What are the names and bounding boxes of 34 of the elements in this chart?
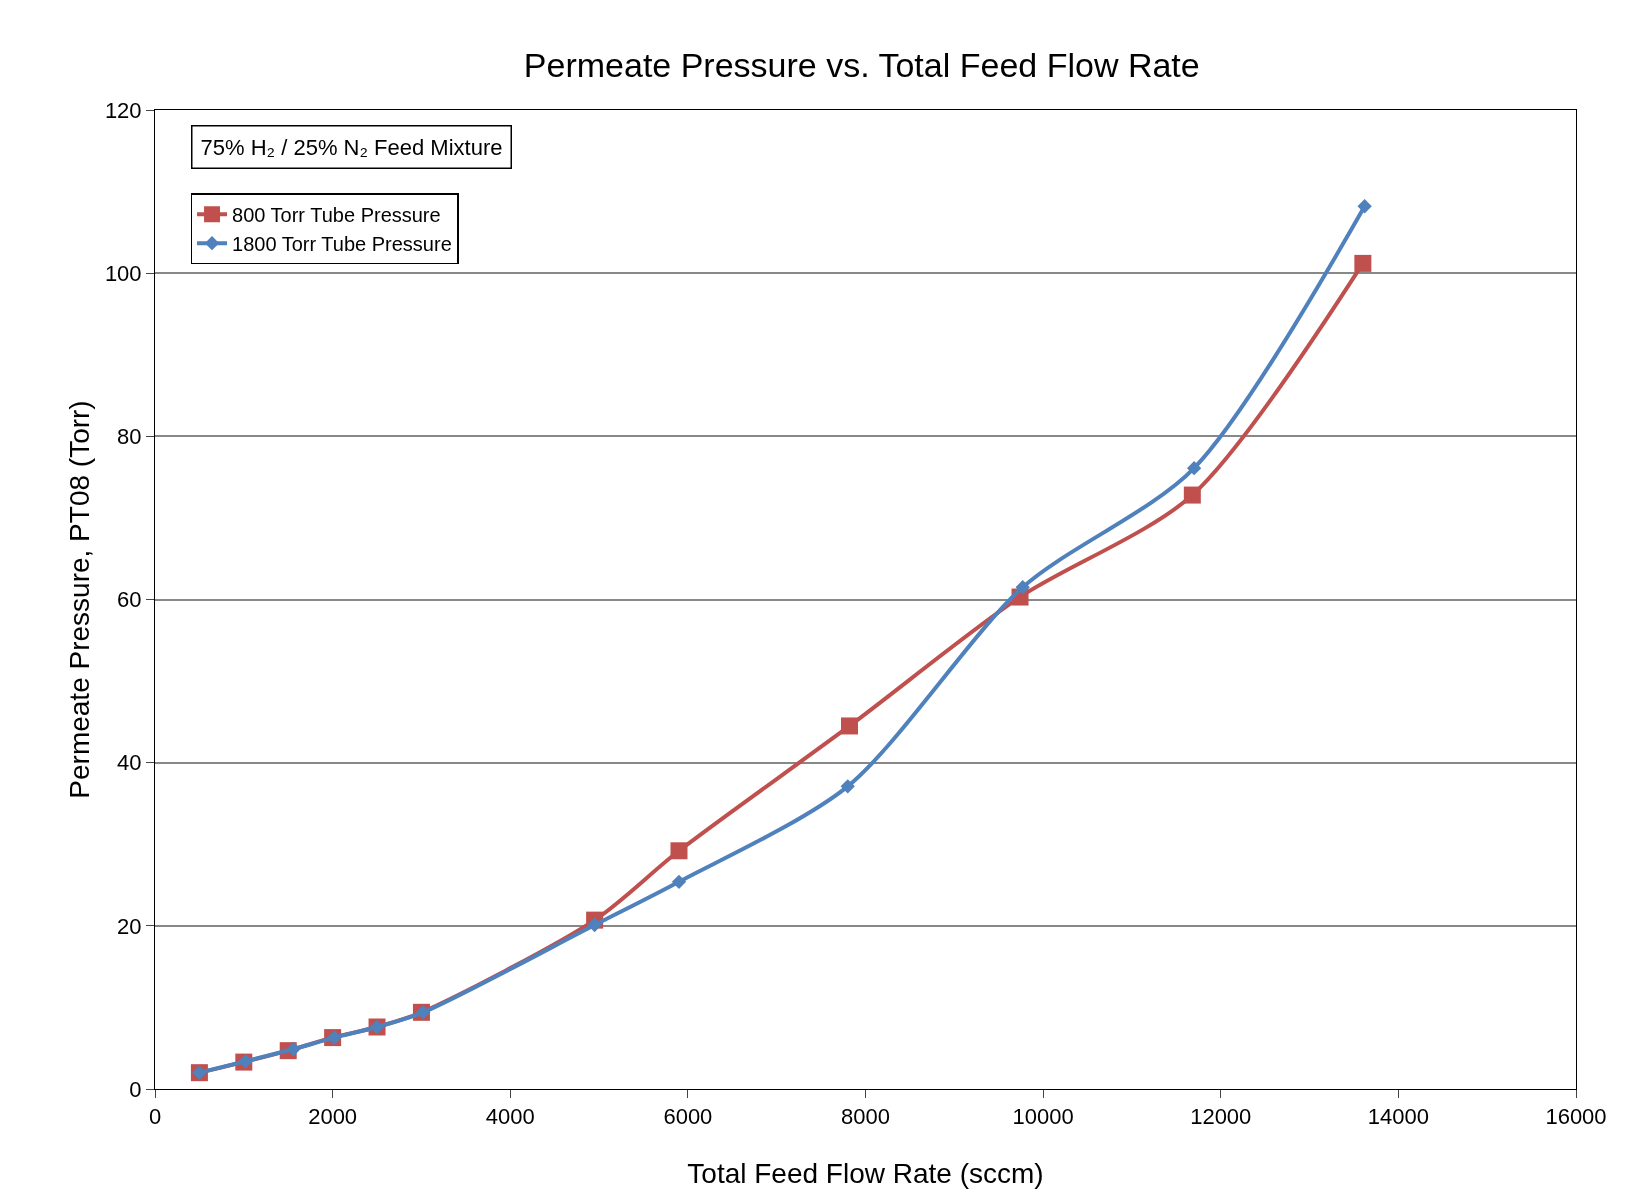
x-axis-title: Total Feed Flow Rate (sccm) bbox=[687, 1158, 1044, 1189]
y-tick-label: 100 bbox=[104, 260, 142, 286]
point bbox=[286, 1041, 301, 1057]
legend-label: 1800 Torr Tube Pressure bbox=[232, 233, 452, 256]
point bbox=[1354, 254, 1372, 272]
point bbox=[1186, 461, 1202, 476]
y-tick-label: 80 bbox=[117, 424, 142, 450]
x-tick-label: 8000 bbox=[841, 1104, 890, 1130]
x-tick-label: 2000 bbox=[308, 1104, 358, 1130]
point bbox=[840, 779, 855, 794]
point bbox=[1183, 486, 1201, 504]
legend-label: 800 Torr Tube Pressure bbox=[232, 204, 441, 227]
chart-title: Permeate Pressure vs. Total Feed Flow Rate bbox=[523, 46, 1200, 85]
point bbox=[1357, 199, 1372, 214]
y-tick-label: 60 bbox=[117, 587, 142, 613]
point bbox=[587, 917, 602, 933]
point bbox=[841, 717, 859, 735]
x-tick-label: 12000 bbox=[1190, 1104, 1252, 1130]
y-tick-label: 40 bbox=[117, 750, 142, 776]
point bbox=[416, 1005, 431, 1020]
x-tick-label: 14000 bbox=[1367, 1104, 1429, 1130]
x-tick-label: 10000 bbox=[1012, 1104, 1074, 1130]
point bbox=[1015, 580, 1030, 595]
y-tick-label: 0 bbox=[129, 1076, 142, 1102]
annotation: 75% H₂ / 25% N₂ Feed Mixture bbox=[200, 134, 503, 160]
y-axis-title: Permeate Pressure, PT08 (Torr) bbox=[64, 400, 95, 799]
point bbox=[671, 874, 687, 889]
y-tick-label: 120 bbox=[104, 97, 142, 123]
x-tick-label: 16000 bbox=[1545, 1104, 1607, 1130]
x-tick-label: 4000 bbox=[485, 1104, 535, 1130]
y-tick-label: 20 bbox=[117, 913, 142, 939]
x-tick-label: 0 bbox=[148, 1104, 162, 1130]
point bbox=[670, 842, 688, 860]
x-tick-label: 6000 bbox=[663, 1104, 713, 1130]
